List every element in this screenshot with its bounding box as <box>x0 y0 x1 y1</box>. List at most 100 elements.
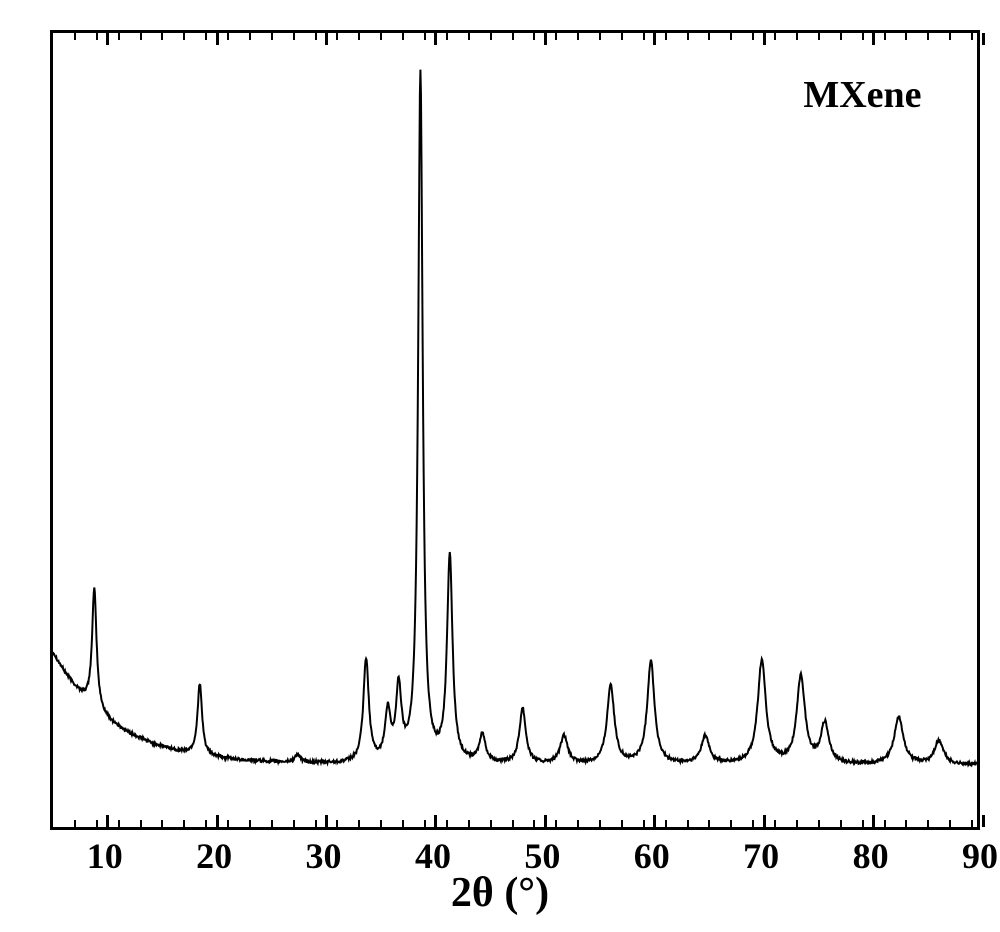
xtick-minor <box>74 33 76 40</box>
xtick-minor <box>599 820 601 827</box>
xtick-minor <box>96 33 98 40</box>
xtick-minor <box>862 820 864 827</box>
xtick-minor <box>140 33 142 40</box>
xtick-label: 10 <box>87 835 123 877</box>
xtick-minor <box>490 33 492 40</box>
xtick-minor <box>512 820 514 827</box>
xtick-major <box>653 815 656 827</box>
xtick-minor <box>512 33 514 40</box>
xtick-major <box>434 33 437 45</box>
xtick-label: 90 <box>962 835 998 877</box>
xtick-minor <box>183 33 185 40</box>
xtick-label: 80 <box>853 835 889 877</box>
xtick-minor <box>884 820 886 827</box>
xtick-major <box>982 33 985 45</box>
xtick-minor <box>687 820 689 827</box>
xtick-minor <box>161 33 163 40</box>
xtick-minor <box>315 33 317 40</box>
xtick-minor <box>708 820 710 827</box>
xtick-minor <box>336 33 338 40</box>
xtick-minor <box>555 820 557 827</box>
xtick-label: 30 <box>306 835 342 877</box>
xtick-minor <box>315 820 317 827</box>
xtick-minor <box>643 33 645 40</box>
xtick-minor <box>796 33 798 40</box>
xtick-minor <box>949 33 951 40</box>
xtick-major <box>544 33 547 45</box>
xtick-minor <box>271 33 273 40</box>
xtick-minor <box>336 820 338 827</box>
xtick-minor <box>752 33 754 40</box>
xtick-minor <box>74 820 76 827</box>
xtick-minor <box>205 33 207 40</box>
xtick-minor <box>358 820 360 827</box>
xtick-major <box>763 33 766 45</box>
xtick-minor <box>665 33 667 40</box>
xtick-minor <box>424 820 426 827</box>
xtick-minor <box>446 820 448 827</box>
xtick-minor <box>818 33 820 40</box>
xtick-minor <box>905 820 907 827</box>
xtick-minor <box>468 33 470 40</box>
xtick-minor <box>118 820 120 827</box>
xtick-minor <box>555 33 557 40</box>
xtick-major <box>434 815 437 827</box>
xtick-minor <box>730 33 732 40</box>
xrd-chart: MXene 2θ (°) 102030405060708090 <box>0 0 1000 932</box>
xtick-minor <box>249 33 251 40</box>
xtick-major <box>216 815 219 827</box>
xtick-minor <box>577 820 579 827</box>
xtick-minor <box>818 820 820 827</box>
xtick-minor <box>293 820 295 827</box>
xtick-minor <box>796 820 798 827</box>
xtick-minor <box>380 33 382 40</box>
xtick-minor <box>730 820 732 827</box>
xtick-minor <box>905 33 907 40</box>
xtick-minor <box>621 820 623 827</box>
xtick-major <box>106 815 109 827</box>
xtick-minor <box>774 33 776 40</box>
xtick-minor <box>424 33 426 40</box>
xtick-label: 20 <box>196 835 232 877</box>
xtick-major <box>544 815 547 827</box>
xtick-major <box>325 33 328 45</box>
xtick-minor <box>599 33 601 40</box>
xrd-line <box>53 33 977 827</box>
xtick-minor <box>665 820 667 827</box>
xtick-major <box>872 815 875 827</box>
xtick-minor <box>971 33 973 40</box>
xtick-minor <box>643 820 645 827</box>
xtick-minor <box>927 33 929 40</box>
xtick-minor <box>118 33 120 40</box>
xtick-minor <box>227 820 229 827</box>
xtick-label: 40 <box>415 835 451 877</box>
xrd-path <box>53 70 977 766</box>
xtick-minor <box>840 33 842 40</box>
xtick-minor <box>840 820 842 827</box>
xtick-minor <box>402 33 404 40</box>
xtick-label: 60 <box>634 835 670 877</box>
xtick-minor <box>752 820 754 827</box>
xtick-minor <box>402 820 404 827</box>
xtick-minor <box>205 820 207 827</box>
xtick-minor <box>533 820 535 827</box>
xtick-minor <box>862 33 864 40</box>
plot-area: MXene <box>50 30 980 830</box>
xtick-label: 70 <box>743 835 779 877</box>
xtick-minor <box>577 33 579 40</box>
xtick-label: 50 <box>524 835 560 877</box>
xtick-minor <box>533 33 535 40</box>
xtick-minor <box>358 33 360 40</box>
xtick-minor <box>949 820 951 827</box>
xtick-minor <box>183 820 185 827</box>
legend-label: MXene <box>803 73 921 117</box>
xtick-major <box>216 33 219 45</box>
xtick-minor <box>708 33 710 40</box>
xtick-major <box>106 33 109 45</box>
xtick-minor <box>927 820 929 827</box>
xtick-minor <box>490 820 492 827</box>
xtick-minor <box>96 820 98 827</box>
xtick-minor <box>468 820 470 827</box>
xtick-minor <box>227 33 229 40</box>
xtick-minor <box>621 33 623 40</box>
